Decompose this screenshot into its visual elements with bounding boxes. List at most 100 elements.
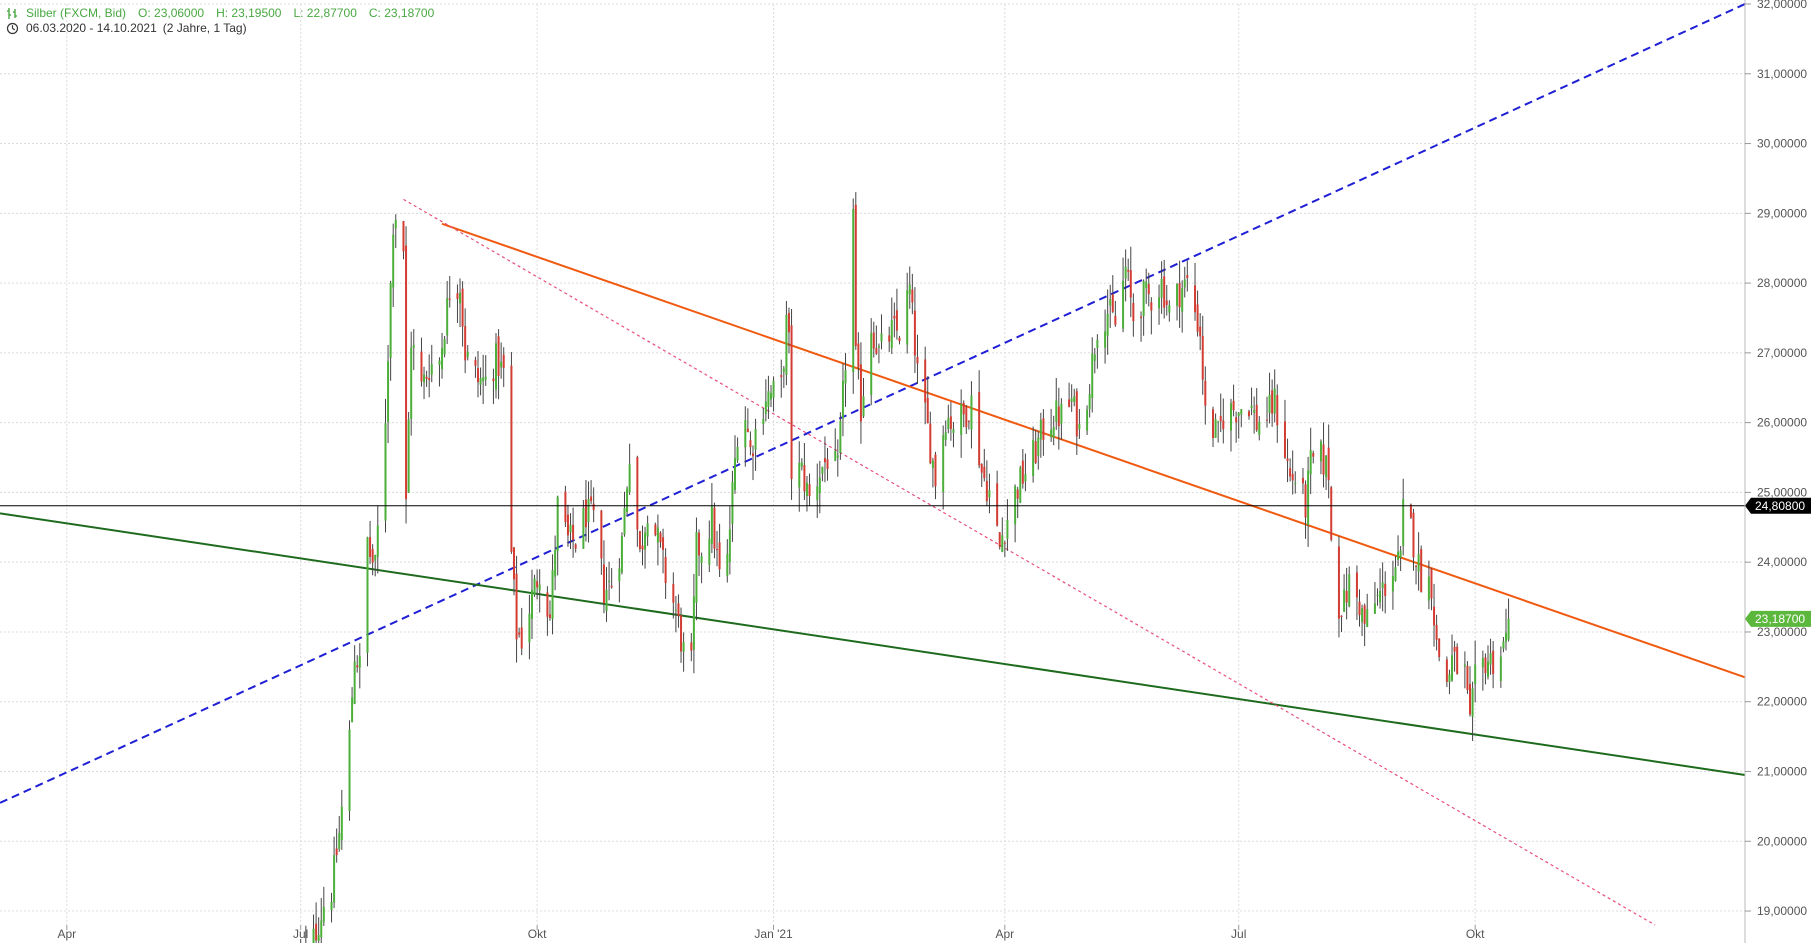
candle-body (1163, 276, 1166, 308)
candle-body (1499, 656, 1502, 681)
candle-body (1348, 574, 1351, 607)
candle-body (456, 293, 459, 299)
candle-body (800, 462, 803, 467)
candle-body (1219, 415, 1222, 422)
candle-body (1391, 575, 1394, 592)
candle-body (1399, 550, 1402, 558)
candle-body (898, 337, 901, 342)
candle-body (376, 525, 379, 557)
candle-body (1093, 354, 1096, 361)
candle-body (1325, 455, 1328, 478)
candle-body (713, 507, 716, 549)
candle-body (944, 432, 947, 440)
candle-body (441, 347, 444, 370)
candle-body (839, 420, 842, 453)
candle-body (353, 661, 356, 705)
candle-body (1433, 606, 1436, 626)
candle-body (911, 289, 914, 303)
candle-body (726, 553, 729, 577)
candle-body (1114, 315, 1117, 325)
candle-body (870, 332, 873, 395)
candle-body (384, 423, 387, 521)
candle-body (1255, 404, 1258, 431)
candle-body (423, 374, 426, 383)
candle-body (1253, 409, 1256, 413)
candle-body (744, 420, 747, 448)
trendline-blue-dashed (0, 3, 1746, 804)
candle-body (407, 419, 410, 493)
candle-body (708, 538, 711, 565)
candle-body (1037, 437, 1040, 456)
candle-body (895, 310, 898, 331)
x-tick-label: Jan '21 (754, 927, 793, 941)
candle-body (554, 549, 557, 577)
candle-body (587, 499, 590, 523)
candle-body (872, 332, 875, 349)
candle-body (728, 529, 731, 562)
candle-body (1289, 468, 1292, 477)
candle-body (428, 378, 431, 381)
candle-body (1111, 294, 1114, 312)
candle-body (512, 547, 515, 580)
candle-body (1283, 421, 1286, 458)
bars-icon (7, 8, 17, 19)
y-tick-label: 30,00000 (1757, 137, 1807, 151)
candle-body (1109, 299, 1112, 306)
y-tick-label: 26,00000 (1757, 416, 1807, 430)
candle-body (584, 499, 587, 528)
candle-body (1456, 646, 1459, 674)
candle-body (664, 556, 667, 584)
candle-body (482, 377, 485, 382)
candle-body (1502, 641, 1505, 649)
candle-body (1006, 519, 1009, 539)
candle-body (638, 531, 641, 549)
candle-body (1273, 388, 1276, 414)
candle-body (1327, 447, 1330, 481)
candle-body (787, 312, 790, 333)
candle-body (1312, 453, 1315, 457)
candle-body (1088, 394, 1091, 410)
candle-body (430, 364, 433, 375)
x-tick-label: Jul (1231, 927, 1246, 941)
candle-body (387, 361, 390, 423)
candle-body (530, 589, 533, 619)
candle-body (322, 906, 325, 922)
candle-body (405, 245, 408, 500)
candle-body (952, 429, 955, 433)
candle-body (1309, 449, 1312, 475)
candle-body (1021, 460, 1024, 484)
candle-body (443, 339, 446, 355)
candle-body (1001, 535, 1004, 553)
candle-body (420, 351, 423, 382)
candle-body (1232, 400, 1235, 411)
candle-body (1438, 638, 1441, 657)
candle-body (1052, 427, 1055, 438)
candle-body (582, 507, 585, 549)
candle-body (574, 544, 577, 549)
candle-body (1142, 281, 1145, 316)
candle-body (371, 549, 374, 563)
candle-body (1250, 405, 1253, 409)
candle-body (312, 928, 315, 943)
candle-body (1019, 467, 1022, 503)
candle-body (1124, 266, 1127, 279)
candle-body (859, 364, 862, 422)
candle-body (947, 417, 950, 430)
candle-body (446, 298, 449, 336)
candle-body (602, 564, 605, 604)
candle-body (710, 506, 713, 544)
candle-body (1075, 391, 1078, 437)
y-tick-label: 22,00000 (1757, 695, 1807, 709)
candle-body (1507, 618, 1510, 640)
candle-body (908, 284, 911, 295)
candle-body (942, 435, 945, 493)
candle-body (826, 459, 829, 469)
candle-body (764, 401, 767, 414)
candle-body (834, 450, 837, 461)
candle-body (1402, 499, 1405, 546)
candle-body (1183, 279, 1186, 288)
candle-body (1042, 418, 1045, 440)
candle-body (1078, 423, 1081, 430)
